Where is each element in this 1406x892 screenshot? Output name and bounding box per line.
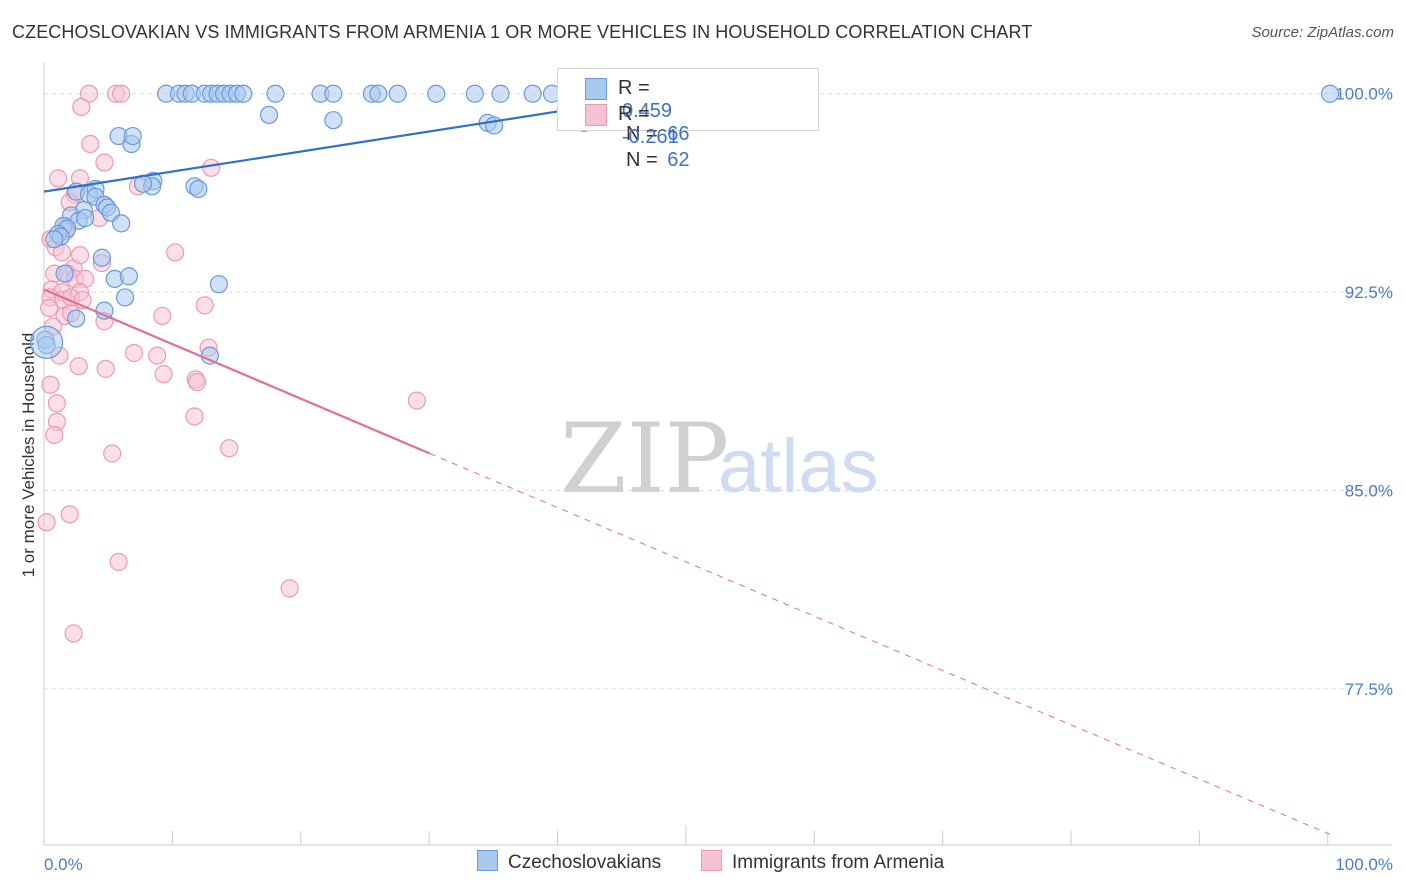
armenia-point bbox=[69, 357, 88, 376]
armenia-trend-line bbox=[43, 288, 431, 455]
armenia-point bbox=[70, 246, 90, 265]
armenia-point bbox=[109, 552, 128, 572]
x-tick-label-max: 100.0% bbox=[1335, 855, 1393, 874]
czech-point bbox=[388, 84, 407, 103]
series-czech-points bbox=[29, 84, 1340, 365]
czech-point bbox=[523, 84, 542, 103]
y-tick-label: 100.0% bbox=[1335, 85, 1393, 104]
czech-point bbox=[123, 126, 142, 146]
czech-point bbox=[115, 288, 135, 307]
armenia-point bbox=[103, 444, 122, 463]
gridlines bbox=[44, 93, 1392, 690]
armenia-point bbox=[220, 439, 239, 458]
watermark-atlas: atlas bbox=[718, 424, 879, 509]
czech-point bbox=[427, 84, 446, 103]
legend-swatch-blue bbox=[585, 78, 607, 100]
czech-point bbox=[209, 275, 228, 294]
armenia-point bbox=[166, 243, 185, 262]
legend-swatch-pink bbox=[585, 104, 607, 126]
bottom-legend-czech-label: Czechoslovakians bbox=[508, 852, 662, 873]
legend-text-czech: R = 0.459 N = 66 bbox=[618, 77, 690, 145]
czech-point bbox=[112, 214, 131, 233]
armenia-point bbox=[96, 359, 115, 378]
czech-point bbox=[491, 84, 510, 103]
czech-point bbox=[76, 208, 95, 228]
y-tick-label: 92.5% bbox=[1345, 283, 1393, 302]
czech-point bbox=[119, 267, 138, 286]
armenia-point bbox=[72, 97, 91, 117]
armenia-point bbox=[81, 134, 100, 154]
armenia-point bbox=[148, 346, 167, 365]
armenia-point bbox=[153, 306, 172, 326]
czech-point bbox=[324, 111, 343, 130]
y-axis-label: 1 or more Vehicles in Household bbox=[19, 333, 38, 578]
armenia-point bbox=[187, 372, 207, 392]
bottom-legend-armenia[interactable]: Immigrants from Armenia bbox=[701, 850, 944, 874]
czech-trend-line bbox=[43, 103, 604, 193]
armenia-point bbox=[407, 391, 427, 410]
czech-point bbox=[1320, 84, 1340, 103]
series-armenia-points bbox=[37, 84, 427, 643]
legend-text-armenia: R = -0.261 N = 62 bbox=[618, 103, 690, 171]
tick-labels: 100.0% 92.5% 85.0% 77.5% 0.0% 100.0% bbox=[44, 85, 1393, 874]
trend-lines bbox=[43, 103, 1331, 835]
armenia-point bbox=[41, 375, 60, 394]
czech-point bbox=[189, 179, 208, 199]
correlation-legend: R = 0.459 N = 66 R = -0.261 N = 62 bbox=[557, 68, 819, 171]
axes bbox=[43, 62, 1392, 846]
czech-point bbox=[55, 264, 74, 283]
armenia-trend-extension bbox=[429, 453, 1331, 835]
czech-point bbox=[465, 84, 484, 103]
czech-point bbox=[92, 248, 111, 267]
armenia-point bbox=[112, 84, 131, 103]
armenia-point bbox=[154, 365, 173, 384]
watermark-zip: ZIP bbox=[560, 403, 729, 515]
x-tick-label-min: 0.0% bbox=[44, 855, 83, 874]
czech-point bbox=[324, 84, 343, 103]
armenia-point bbox=[95, 153, 114, 172]
armenia-point bbox=[124, 343, 144, 363]
czech-point bbox=[67, 309, 86, 328]
armenia-point bbox=[37, 513, 56, 532]
armenia-point bbox=[60, 505, 79, 524]
armenia-point bbox=[47, 394, 66, 413]
bottom-legend-swatch-pink bbox=[701, 850, 722, 871]
armenia-point bbox=[45, 425, 64, 445]
bottom-legend-swatch-blue bbox=[477, 850, 498, 871]
czech-point-large bbox=[29, 325, 64, 359]
armenia-point bbox=[195, 296, 214, 315]
czech-point bbox=[369, 84, 388, 103]
armenia-point bbox=[40, 298, 59, 318]
y-tick-label: 85.0% bbox=[1345, 482, 1393, 501]
bottom-legend-czech[interactable]: Czechoslovakians bbox=[477, 850, 661, 874]
armenia-point bbox=[202, 158, 221, 177]
armenia-point bbox=[49, 169, 68, 188]
armenia-point bbox=[280, 579, 299, 598]
y-tick-label: 77.5% bbox=[1345, 680, 1393, 699]
czech-point bbox=[234, 84, 253, 103]
armenia-point bbox=[64, 624, 83, 643]
czech-point bbox=[259, 105, 279, 125]
source-label: Source: ZipAtlas.com bbox=[1251, 24, 1394, 41]
czech-point bbox=[45, 230, 64, 249]
czech-point bbox=[266, 84, 285, 103]
armenia-point bbox=[185, 407, 204, 426]
chart-title: CZECHOSLOVAKIAN VS IMMIGRANTS FROM ARMEN… bbox=[12, 22, 1033, 42]
bottom-legend-armenia-label: Immigrants from Armenia bbox=[732, 852, 945, 873]
